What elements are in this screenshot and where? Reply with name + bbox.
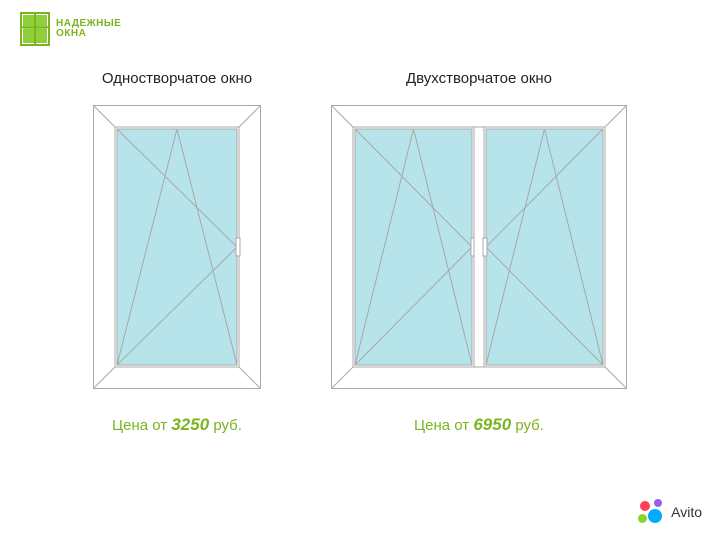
price-suffix: руб. bbox=[511, 417, 544, 434]
product-title: Одностворчатое окно bbox=[102, 70, 252, 87]
price-prefix: Цена от bbox=[414, 417, 473, 434]
product-card-double: Двухстворчатое окно Цена от 6950 руб. bbox=[331, 70, 627, 435]
avito-dot bbox=[654, 499, 662, 507]
product-title: Двухстворчатое окно bbox=[406, 70, 552, 87]
page: НАДЕЖНЫЕ ОКНА Одностворчатое окно Цена о… bbox=[0, 0, 720, 540]
avito-dot bbox=[648, 509, 662, 523]
product-row: Одностворчатое окно Цена от 3250 руб. Дв… bbox=[0, 70, 720, 435]
price-suffix: руб. bbox=[209, 417, 242, 434]
price-value: 3250 bbox=[171, 415, 209, 434]
price-value: 6950 bbox=[473, 415, 511, 434]
product-card-single: Одностворчатое окно Цена от 3250 руб. bbox=[93, 70, 261, 435]
window-diagram-single bbox=[93, 105, 261, 389]
avito-dot bbox=[638, 514, 647, 523]
price-line: Цена от 3250 руб. bbox=[112, 415, 242, 435]
avito-label: Avito bbox=[671, 504, 702, 520]
window-diagram-double bbox=[331, 105, 627, 389]
window-icon bbox=[20, 12, 50, 46]
brand-logo-text: НАДЕЖНЫЕ ОКНА bbox=[56, 19, 121, 39]
brand-logo: НАДЕЖНЫЕ ОКНА bbox=[20, 12, 121, 46]
avito-dot bbox=[640, 501, 650, 511]
price-line: Цена от 6950 руб. bbox=[414, 415, 544, 435]
avito-logo-icon bbox=[637, 498, 665, 526]
brand-line2: ОКНА bbox=[56, 29, 121, 39]
avito-watermark: Avito bbox=[637, 498, 702, 526]
price-prefix: Цена от bbox=[112, 417, 171, 434]
